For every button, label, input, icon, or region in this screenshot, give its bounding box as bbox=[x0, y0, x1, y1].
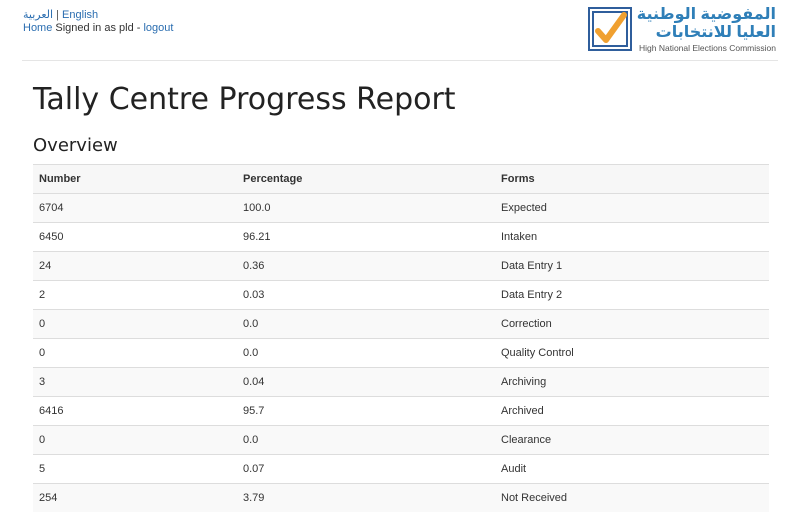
cell-number: 6450 bbox=[33, 222, 237, 252]
user-nav: Home Signed in as pld - logout bbox=[23, 22, 173, 34]
cell-percentage: 0.03 bbox=[237, 280, 495, 310]
cell-number: 254 bbox=[33, 483, 237, 512]
table-row: 24 0.36 Data Entry 1 bbox=[33, 251, 769, 281]
cell-number: 6416 bbox=[33, 396, 237, 426]
hnec-logo[interactable]: المفوضية الوطنية العليا للانتخابات High … bbox=[588, 5, 778, 55]
cell-forms: Expected bbox=[495, 193, 769, 223]
table-row: 254 3.79 Not Received bbox=[33, 483, 769, 512]
cell-forms: Clearance bbox=[495, 425, 769, 455]
signed-in-text: Signed in as pld - bbox=[55, 22, 141, 34]
logo-arabic-line1: المفوضية الوطنية bbox=[636, 6, 776, 23]
cell-percentage: 3.79 bbox=[237, 483, 495, 512]
cell-percentage: 0.36 bbox=[237, 251, 495, 281]
cell-forms: Quality Control bbox=[495, 338, 769, 368]
logout-link[interactable]: logout bbox=[143, 22, 174, 34]
cell-number: 24 bbox=[33, 251, 237, 281]
home-link[interactable]: Home bbox=[23, 22, 53, 34]
table-row: 0 0.0 Clearance bbox=[33, 425, 769, 455]
cell-forms: Archived bbox=[495, 396, 769, 426]
column-header-forms: Forms bbox=[495, 164, 769, 194]
checkmark-logo-icon bbox=[588, 7, 632, 51]
cell-percentage: 0.0 bbox=[237, 425, 495, 455]
cell-forms: Not Received bbox=[495, 483, 769, 512]
lang-separator: | bbox=[56, 9, 59, 21]
main-content: Tally Centre Progress Report Overview Nu… bbox=[33, 80, 769, 512]
column-header-percentage: Percentage bbox=[237, 164, 495, 194]
table-row: 0 0.0 Correction bbox=[33, 309, 769, 339]
cell-percentage: 95.7 bbox=[237, 396, 495, 426]
logo-arabic-line2: العليا للانتخابات bbox=[655, 24, 776, 41]
table-body: 6704 100.0 Expected 6450 96.21 Intaken 24 0.36 D… bbox=[33, 193, 769, 512]
table-header-row: Number Percentage Forms bbox=[33, 164, 769, 194]
cell-forms: Archiving bbox=[495, 367, 769, 397]
cell-number: 0 bbox=[33, 338, 237, 368]
cell-forms: Correction bbox=[495, 309, 769, 339]
page-title: Tally Centre Progress Report bbox=[33, 82, 456, 117]
cell-number: 6704 bbox=[33, 193, 237, 223]
cell-percentage: 100.0 bbox=[237, 193, 495, 223]
table-row: 6450 96.21 Intaken bbox=[33, 222, 769, 252]
cell-number: 0 bbox=[33, 309, 237, 339]
table-row: 6416 95.7 Archived bbox=[33, 396, 769, 426]
table-row: 3 0.04 Archiving bbox=[33, 367, 769, 397]
overview-table: Number Percentage Forms 6704 100.0 Expecte… bbox=[33, 164, 769, 512]
table-row: 6704 100.0 Expected bbox=[33, 193, 769, 223]
language-switcher: العربية | English bbox=[23, 8, 98, 21]
cell-number: 0 bbox=[33, 425, 237, 455]
cell-number: 2 bbox=[33, 280, 237, 310]
section-title: Overview bbox=[33, 135, 118, 156]
cell-percentage: 0.0 bbox=[237, 338, 495, 368]
cell-forms: Intaken bbox=[495, 222, 769, 252]
cell-percentage: 0.0 bbox=[237, 309, 495, 339]
cell-percentage: 96.21 bbox=[237, 222, 495, 252]
cell-number: 3 bbox=[33, 367, 237, 397]
column-header-number: Number bbox=[33, 164, 237, 194]
cell-number: 5 bbox=[33, 454, 237, 484]
lang-arabic-link[interactable]: العربية bbox=[23, 9, 54, 21]
cell-forms: Data Entry 2 bbox=[495, 280, 769, 310]
table-row: 5 0.07 Audit bbox=[33, 454, 769, 484]
cell-percentage: 0.04 bbox=[237, 367, 495, 397]
lang-english-link[interactable]: English bbox=[62, 9, 99, 21]
logo-english-text: High National Elections Commission bbox=[638, 43, 776, 53]
table-row: 2 0.03 Data Entry 2 bbox=[33, 280, 769, 310]
top-bar: العربية | English Home Signed in as pld … bbox=[22, 0, 778, 61]
cell-forms: Audit bbox=[495, 454, 769, 484]
cell-forms: Data Entry 1 bbox=[495, 251, 769, 281]
cell-percentage: 0.07 bbox=[237, 454, 495, 484]
table-row: 0 0.0 Quality Control bbox=[33, 338, 769, 368]
